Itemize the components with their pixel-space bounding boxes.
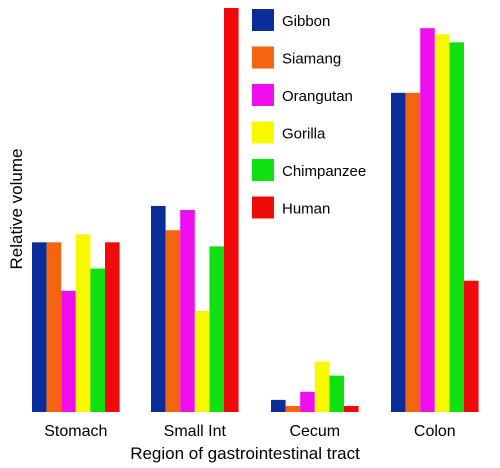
bar-orangutan-colon [420,28,435,412]
x-tick-label: Stomach [44,423,107,440]
bar-siamang-small-int [165,230,181,412]
legend-swatch-gorilla [252,121,274,144]
bar-human-colon [464,280,479,412]
bar-siamang-stomach [46,242,62,412]
legend-swatch-human [252,196,274,219]
bar-gibbon-stomach [32,242,47,412]
y-axis-label: Relative volume [7,149,26,270]
bar-orangutan-small-int [180,210,195,412]
legend: Gibbon Siamang Orangutan Gorilla Chimpanzee H… [252,9,366,219]
bar-gibbon-cecum [271,399,286,412]
bar-orangutan-stomach [61,290,76,412]
bar-gorilla-small-int [194,311,210,412]
bar-siamang-colon [405,92,421,412]
legend-label-siamang: Siamang [282,51,341,68]
bar-human-stomach [105,242,120,412]
bar-chimpanzee-colon [449,42,464,413]
x-tick-label: Cecum [289,423,340,440]
bar-gorilla-cecum [314,361,330,412]
bar-gorilla-stomach [75,234,91,412]
bar-orangutan-cecum [300,391,315,412]
legend-swatch-chimpanzee [252,159,274,181]
x-axis-label: Region of gastrointestinal tract [130,444,360,463]
bar-gorilla-colon [434,34,450,412]
x-tick-labels: Stomach Small Int Cecum Colon [44,423,455,440]
legend-label-chimpanzee: Chimpanzee [282,163,366,180]
legend-swatch-siamang [252,46,274,69]
bar-human-small-int [224,8,239,412]
legend-label-orangutan: Orangutan [282,88,353,105]
bar-siamang-cecum [285,405,301,412]
bar-chimpanzee-stomach [90,268,105,412]
legend-label-gorilla: Gorilla [282,126,326,143]
legend-label-gibbon: Gibbon [282,13,330,30]
bar-gibbon-small-int [151,205,166,412]
x-tick-label: Colon [414,423,456,440]
bar-chimpanzee-cecum [329,375,344,412]
bar-chimpanzee-small-int [209,246,224,412]
bar-gibbon-colon [391,92,406,412]
legend-label-human: Human [282,201,330,218]
bar-human-cecum [344,405,359,412]
legend-swatch-gibbon [252,9,274,31]
x-tick-label: Small Int [164,423,227,440]
legend-swatch-orangutan [252,84,274,106]
bars-group [32,8,479,413]
